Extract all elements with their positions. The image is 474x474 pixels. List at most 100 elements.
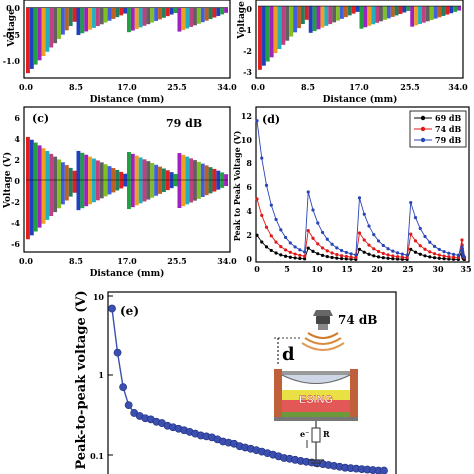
series-point <box>362 250 366 254</box>
voltage-bar <box>449 6 454 14</box>
series-point <box>264 225 269 229</box>
series-point <box>306 246 310 250</box>
series-point <box>456 253 460 257</box>
voltage-bar <box>189 158 194 180</box>
panel-e-ytick: 0.1 <box>90 451 104 461</box>
series-point <box>311 249 315 253</box>
series-point <box>400 255 404 259</box>
series-point <box>381 256 385 260</box>
voltage-bar <box>196 161 201 180</box>
series-point <box>442 250 446 254</box>
voltage-bar <box>88 7 93 30</box>
voltage-bar <box>45 180 50 220</box>
voltage-bar <box>95 7 100 27</box>
series-point <box>255 197 259 201</box>
panel-d-ytick: 6 <box>246 182 252 192</box>
legend-label-79: 79 dB <box>435 135 462 145</box>
panel-b-xtick: 25.5 <box>400 82 419 92</box>
voltage-bar <box>53 156 58 180</box>
voltage-bar <box>99 162 104 180</box>
voltage-bar <box>84 154 89 180</box>
voltage-bar <box>103 164 108 180</box>
voltage-bar <box>289 6 294 37</box>
voltage-bar <box>212 7 217 18</box>
voltage-bar <box>76 7 81 36</box>
voltage-bar <box>386 6 391 19</box>
series-point <box>260 213 264 217</box>
voltage-bar <box>196 180 201 199</box>
series-point <box>260 156 264 160</box>
series-point <box>325 237 329 241</box>
voltage-bar <box>130 153 135 180</box>
voltage-bar <box>177 7 182 32</box>
series-point <box>335 252 339 257</box>
voltage-bar <box>150 7 155 23</box>
voltage-bar <box>457 6 461 11</box>
voltage-bar <box>293 6 298 33</box>
voltage-bar <box>37 180 42 228</box>
panel-b-bars <box>258 5 461 70</box>
voltage-bar <box>138 157 143 180</box>
voltage-bar <box>37 145 42 180</box>
series-point <box>274 251 278 255</box>
voltage-bar <box>60 180 65 205</box>
series-point <box>303 257 307 261</box>
series-point <box>330 242 334 246</box>
series-point <box>405 256 409 260</box>
panel-d-ytick: 0 <box>246 254 252 264</box>
series-point <box>344 254 348 259</box>
series-point <box>442 257 446 261</box>
voltage-bar <box>216 170 221 180</box>
panel-e-frame <box>107 291 397 474</box>
series-point <box>381 251 385 256</box>
series-point <box>395 251 400 255</box>
series-point <box>413 250 418 254</box>
voltage-bar <box>277 6 282 50</box>
panel-c-ytick: 2 <box>14 155 20 165</box>
voltage-bar <box>57 180 61 209</box>
panel-c-ytick: 6 <box>14 113 20 123</box>
voltage-bar <box>418 6 422 24</box>
panel-a: Voltage 0.0 -0.5 -1.0 0.0 8.5 17.0 25.5 … <box>3 0 237 105</box>
voltage-bar <box>60 162 65 180</box>
speaker-icon <box>301 310 345 351</box>
voltage-bar <box>26 136 30 180</box>
voltage-bar <box>181 180 186 207</box>
panel-a-ytick: 0.0 <box>6 3 20 13</box>
panel-d-xtick: 15 <box>341 264 352 274</box>
series-point <box>418 252 422 256</box>
series-point <box>303 250 307 254</box>
panel-b-ytick: -3 <box>243 67 252 77</box>
voltage-bar <box>421 6 426 23</box>
panel-c-xtick: 0.0 <box>19 256 33 266</box>
series-point <box>255 119 259 123</box>
panel-a-bars <box>26 7 228 74</box>
series-point <box>447 251 451 255</box>
voltage-bar <box>146 180 151 200</box>
voltage-bar <box>441 6 446 16</box>
voltage-bar <box>138 7 143 28</box>
series-point <box>456 256 460 260</box>
panel-b-xtick: 34.0 <box>448 82 468 92</box>
panel-d-xtick: 25 <box>402 264 413 274</box>
voltage-bar <box>208 7 213 20</box>
voltage-bar <box>220 180 225 188</box>
series-point <box>279 228 283 232</box>
voltage-bar <box>41 148 46 180</box>
voltage-bar <box>76 150 81 180</box>
voltage-bar <box>410 6 415 27</box>
voltage-bar <box>146 161 151 180</box>
series-point <box>306 229 310 233</box>
voltage-bar <box>224 7 228 13</box>
panel-c: (c) 79 dB Voltage (V) 6 4 2 0 -2 -4 -6 0… <box>2 106 237 279</box>
ground-icon <box>308 459 324 467</box>
series-point <box>293 245 297 249</box>
series-point <box>362 238 366 242</box>
panel-b-frame <box>255 0 464 79</box>
voltage-bar <box>220 7 225 15</box>
series-point <box>432 252 437 256</box>
series-point <box>354 255 358 260</box>
voltage-bar <box>161 180 166 192</box>
inset-resistor-label: R <box>323 429 330 439</box>
series-point <box>316 221 320 225</box>
